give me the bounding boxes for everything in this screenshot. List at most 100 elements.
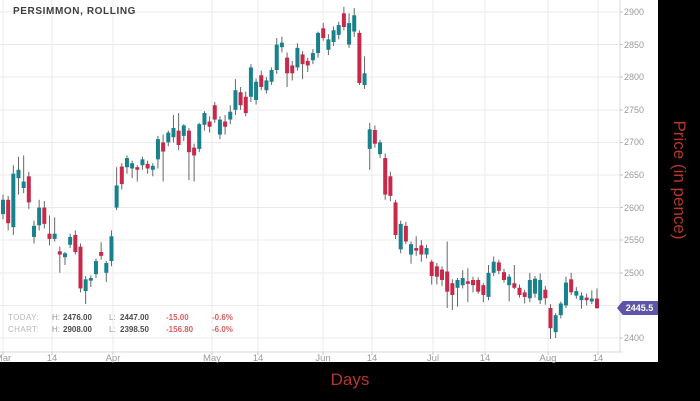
candle-down [119, 166, 124, 185]
x-tick-label: Jun [315, 353, 331, 364]
candle-down [383, 158, 388, 195]
candle-up [486, 272, 491, 297]
candle-up [336, 25, 341, 35]
candle-down [465, 281, 470, 284]
candle-up [88, 278, 93, 281]
low-value: 2447.00 [120, 313, 149, 322]
candle-down [192, 147, 197, 156]
candle-up [197, 124, 202, 149]
candle-down [26, 176, 31, 203]
y-tick-label: 2550 [624, 235, 645, 246]
x-tick-label: 14 [592, 353, 604, 364]
candle-up [114, 185, 119, 208]
change-percent: -0.6% [212, 313, 233, 322]
candle-up [527, 279, 532, 299]
y-tick-label: 2650 [624, 169, 645, 180]
candle-down [290, 65, 295, 74]
candle-up [563, 282, 568, 306]
candle-down [403, 225, 408, 242]
candle-down [517, 287, 522, 295]
candle-up [171, 128, 176, 138]
candle-up [140, 159, 145, 166]
candle-up [558, 303, 563, 316]
candle-up [378, 142, 383, 155]
candle-down [47, 233, 52, 239]
candle-down [42, 207, 47, 224]
candle-up [83, 279, 88, 292]
candle-up [532, 278, 537, 294]
candle-down [243, 96, 248, 114]
candle-down [434, 266, 439, 277]
candle-down [135, 167, 140, 170]
low-label: L: [109, 325, 116, 334]
candle-down [57, 251, 62, 255]
candle-down [496, 262, 501, 271]
candle-up [68, 236, 73, 245]
candle-down [388, 176, 393, 196]
candle-down [502, 272, 507, 280]
change-value: -156.80 [166, 325, 194, 334]
candle-up [574, 291, 579, 296]
candle-down [548, 308, 553, 329]
candle-up [589, 298, 594, 302]
candle-up [455, 279, 460, 288]
change-percent: -6.0% [212, 325, 233, 334]
candle-down [341, 13, 346, 27]
change-value: -15.00 [166, 313, 189, 322]
candle-down [522, 292, 527, 297]
candle-down [321, 28, 326, 39]
candle-up [367, 129, 372, 149]
low-label: L: [109, 313, 116, 322]
candle-up [254, 81, 259, 101]
candle-up [1, 199, 5, 215]
candle-up [62, 253, 67, 258]
candle-down [305, 60, 310, 66]
candle-up [491, 261, 496, 273]
candle-down [471, 279, 476, 286]
candle-up [31, 225, 36, 237]
candle-down [223, 121, 228, 127]
y-tick-label: 2850 [624, 39, 645, 50]
candle-down [569, 279, 574, 293]
x-tick-label: May [203, 353, 221, 364]
candle-down [161, 142, 166, 152]
candle-down [450, 283, 455, 295]
candle-up [269, 70, 274, 82]
candle-up [409, 244, 414, 255]
candle-down [176, 130, 181, 146]
candle-down [207, 121, 212, 127]
info-row-label: TODAY: [8, 313, 40, 322]
candle-up [316, 32, 321, 54]
candle-down [6, 199, 11, 224]
high-value: 2476.00 [63, 313, 92, 322]
candle-up [11, 173, 16, 228]
candle-up [424, 248, 429, 255]
candle-up [362, 73, 367, 86]
x-tick-label: Apr [105, 353, 121, 364]
candlestick-plot[interactable] [0, 0, 658, 362]
candle-down [78, 246, 83, 289]
candle-down [594, 298, 599, 309]
candle-up [310, 53, 315, 61]
candle-up [21, 181, 26, 189]
chart-title: PERSIMMON, ROLLING [13, 6, 137, 17]
candle-up [93, 261, 98, 275]
candle-up [579, 295, 584, 301]
high-label: H: [52, 313, 60, 322]
candle-down [357, 32, 362, 84]
high-value: 2908.00 [63, 325, 92, 334]
candle-up [217, 119, 222, 135]
y-tick-label: 2600 [624, 202, 645, 213]
y-axis-title-strip: Price (in pence) [658, 0, 700, 362]
candle-down [584, 297, 589, 301]
candle-up [553, 315, 558, 333]
candle-up [279, 42, 284, 48]
candle-down [512, 283, 517, 288]
candle-down [393, 202, 398, 235]
candle-up [352, 15, 357, 32]
candle-down [145, 163, 150, 169]
ohlc-info-panel: TODAY: H: 2476.00 L: 2447.00 -15.00 -0.6% CHART… [8, 312, 250, 336]
candle-down [372, 130, 377, 144]
x-tick-label: 14 [366, 353, 378, 364]
